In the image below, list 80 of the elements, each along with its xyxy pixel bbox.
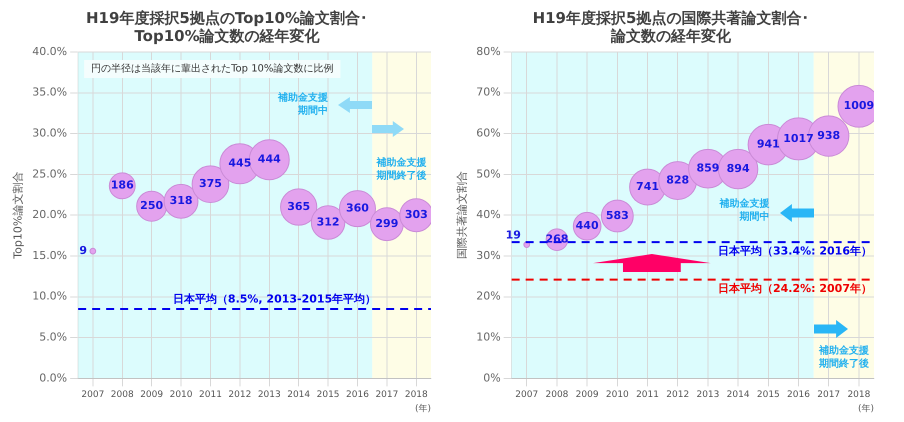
x-tick-label: 2012 [228, 390, 252, 400]
data-label: 375 [198, 177, 222, 190]
data-label: 859 [696, 162, 720, 175]
band-label: 補助金支援期間終了後 [818, 344, 870, 370]
y-tick-label: 10% [476, 330, 501, 344]
ref-line-label: 日本平均（24.2%: 2007年） [718, 282, 872, 296]
x-tick-label: 2010 [606, 390, 630, 400]
y-tick-label: 60% [476, 126, 501, 140]
data-label: 250 [140, 199, 164, 212]
y-tick-label: 0.0% [39, 371, 68, 384]
x-tick-label: 2017 [375, 390, 398, 400]
y-tick-label: 40% [476, 208, 501, 222]
x-tick-label: 2007 [81, 390, 104, 400]
data-label: 299 [375, 217, 398, 230]
x-tick-label: 2011 [199, 390, 222, 400]
x-tick-label: 2015 [756, 390, 780, 400]
y-tick-label: 15.0% [32, 248, 68, 262]
y-tick-label: 0% [483, 371, 501, 384]
data-label: 583 [606, 208, 629, 222]
x-axis-title: (年) [858, 402, 874, 414]
band-label: 補助金支援期間終了後 [376, 156, 428, 182]
y-tick-label: 35.0% [32, 86, 68, 99]
band-label: 補助金支援期間中 [718, 197, 771, 222]
data-label: 268 [545, 232, 568, 246]
chart-title: H19年度採択5拠点の国際共著論文割合･論文数の経年変化 [532, 8, 810, 45]
band-label: 補助金支援期間中 [277, 91, 330, 116]
x-tick-label: 2008 [110, 390, 134, 400]
x-tick-label: 2014 [287, 390, 310, 400]
x-tick-label: 2012 [666, 390, 690, 400]
data-label: 9 [79, 244, 87, 257]
x-tick-label: 2013 [258, 390, 281, 400]
y-tick-label: 25.0% [32, 167, 68, 180]
y-tick-label: 30.0% [32, 126, 68, 140]
data-label: 828 [666, 173, 690, 186]
data-label: 1009 [844, 99, 874, 112]
y-tick-label: 10.0% [32, 290, 68, 303]
x-tick-label: 2014 [726, 390, 750, 400]
data-label: 19 [506, 228, 521, 242]
ref-line-label: 日本平均（8.5%, 2013-2015年平均） [172, 292, 376, 306]
x-tick-label: 2010 [170, 390, 193, 400]
y-tick-label: 40.0% [32, 44, 68, 58]
ref-line-label: 日本平均（33.4%: 2016年） [718, 244, 872, 258]
x-tick-label: 2015 [316, 390, 340, 400]
x-tick-label: 2018 [847, 390, 871, 400]
x-tick-label: 2009 [140, 390, 164, 400]
data-label: 360 [346, 202, 370, 215]
x-tick-label: 2016 [787, 390, 810, 400]
y-tick-label: 80% [476, 44, 501, 58]
x-tick-label: 2009 [576, 390, 599, 400]
annotation: 円の半径は当該年に輩出されたTop 10%論文数に比例 [91, 62, 334, 75]
y-tick-label: 30% [476, 248, 501, 262]
data-label: 941 [756, 137, 780, 150]
y-axis-title: 国際共著論文割合 [455, 171, 468, 260]
data-label: 741 [636, 180, 660, 193]
data-label: 312 [316, 215, 340, 228]
y-tick-label: 20.0% [32, 208, 68, 222]
data-label: 186 [110, 178, 134, 192]
x-axis-title: (年) [414, 402, 431, 414]
data-label: 445 [228, 156, 252, 170]
data-label: 444 [258, 152, 282, 166]
x-tick-label: 2016 [346, 390, 370, 400]
y-tick-label: 5.0% [39, 330, 68, 344]
data-label: 1017 [783, 132, 814, 145]
x-tick-label: 2007 [515, 390, 538, 400]
x-tick-label: 2008 [545, 390, 569, 400]
data-label: 938 [817, 128, 840, 142]
data-label: 318 [170, 194, 193, 208]
x-tick-label: 2013 [696, 390, 720, 400]
x-tick-label: 2011 [636, 390, 659, 400]
data-label: 303 [404, 208, 428, 222]
x-tick-label: 2017 [817, 390, 840, 400]
data-label: 365 [287, 200, 310, 213]
y-axis-title: Top10%論文割合 [11, 172, 24, 260]
y-tick-label: 50% [476, 167, 501, 180]
data-label: 894 [726, 162, 750, 175]
y-tick-label: 20% [476, 290, 501, 303]
data-label: 440 [576, 219, 599, 232]
chart-title: H19年度採択5拠点のTop10%論文割合･Top10%論文数の経年変化 [86, 8, 368, 45]
y-tick-label: 70% [476, 86, 501, 99]
x-tick-label: 2018 [404, 390, 428, 400]
